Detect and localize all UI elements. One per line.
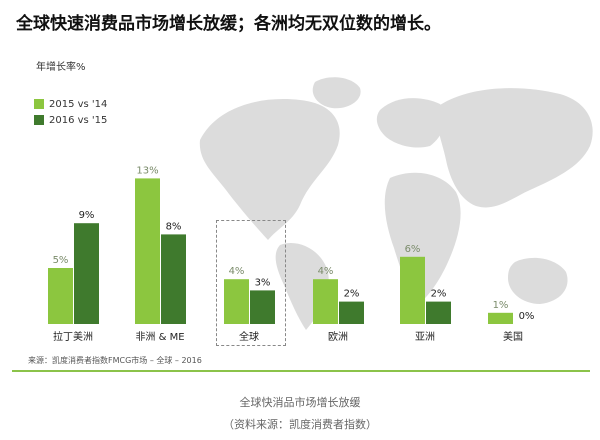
category-label-0: 拉丁美洲	[53, 330, 93, 343]
legend-label-2016: 2016 vs '15	[49, 114, 108, 126]
data-label-2016-4: 2%	[431, 289, 447, 300]
category-label-2: 全球	[239, 330, 259, 343]
legend: 2015 vs '14 2016 vs '15	[34, 96, 107, 128]
bar-2016-1	[161, 234, 186, 324]
legend-item-2016: 2016 vs '15	[34, 112, 107, 128]
data-label-2015-4: 6%	[405, 244, 421, 255]
y-axis-label: 年增长率%	[36, 62, 86, 73]
map-north-america	[199, 99, 340, 241]
data-label-2016-5: 0%	[519, 311, 535, 322]
data-label-2016-1: 8%	[166, 221, 182, 232]
map-australia	[508, 257, 568, 304]
category-label-1: 非洲 & ME	[135, 331, 184, 343]
chart-panel: 全球快速消费品市场增长放缓；各洲均无双位数的增长。 年增长率% 5% 9% 拉丁美洲…	[12, 14, 593, 372]
chart-title: 全球快速消费品市场增长放缓；各洲均无双位数的增长。	[16, 14, 441, 34]
bar-chart: 5% 9% 拉丁美洲 13% 8% 非洲 & ME 4% 3% 全球 4% 2% 欧洲 6% 2% 亚洲 1%…	[48, 77, 593, 343]
legend-swatch-2015	[34, 99, 44, 109]
category-label-5: 美国	[503, 330, 523, 343]
map-greenland	[312, 77, 361, 109]
labels: 5% 9% 拉丁美洲 13% 8% 非洲 & ME 4% 3% 全球 4% 2% 欧洲 6% 2% 亚洲 1%…	[53, 165, 535, 343]
bar-2015-5	[488, 312, 513, 324]
bar-2015-0	[48, 268, 73, 324]
bar-2015-2	[224, 279, 249, 324]
data-label-2015-2: 4%	[229, 266, 245, 277]
data-label-2015-3: 4%	[318, 266, 334, 277]
legend-label-2015: 2015 vs '14	[49, 98, 108, 110]
data-label-2015-0: 5%	[53, 255, 69, 266]
data-label-2016-2: 3%	[255, 277, 271, 288]
caption-source: （资料来源：凯度消费者指数）	[223, 418, 377, 431]
highlight-box-global	[216, 220, 286, 346]
bar-2016-4	[426, 301, 451, 324]
bars	[48, 178, 513, 324]
divider-rule	[12, 370, 590, 372]
data-label-2015-5: 1%	[493, 300, 509, 311]
data-label-2015-1: 13%	[136, 165, 158, 176]
source-note: 来源：凯度消费者指数FMCG市场 – 全球 – 2016	[28, 356, 202, 365]
category-label-3: 欧洲	[328, 331, 348, 343]
bar-2016-3	[339, 301, 364, 324]
bar-2016-0	[74, 223, 99, 324]
world-map-background	[199, 77, 593, 330]
bar-2015-4	[400, 256, 425, 324]
legend-item-2015: 2015 vs '14	[34, 96, 107, 112]
data-label-2016-0: 9%	[79, 210, 95, 221]
bar-2015-1	[135, 178, 160, 324]
bar-2015-3	[313, 279, 338, 324]
legend-swatch-2016	[34, 115, 44, 125]
map-europe	[376, 98, 445, 148]
bar-2016-2	[250, 290, 275, 324]
category-label-4: 亚洲	[415, 331, 435, 343]
caption-title: 全球快消品市场增长放缓	[239, 396, 361, 409]
data-label-2016-3: 2%	[344, 289, 360, 300]
map-asia	[436, 88, 593, 208]
